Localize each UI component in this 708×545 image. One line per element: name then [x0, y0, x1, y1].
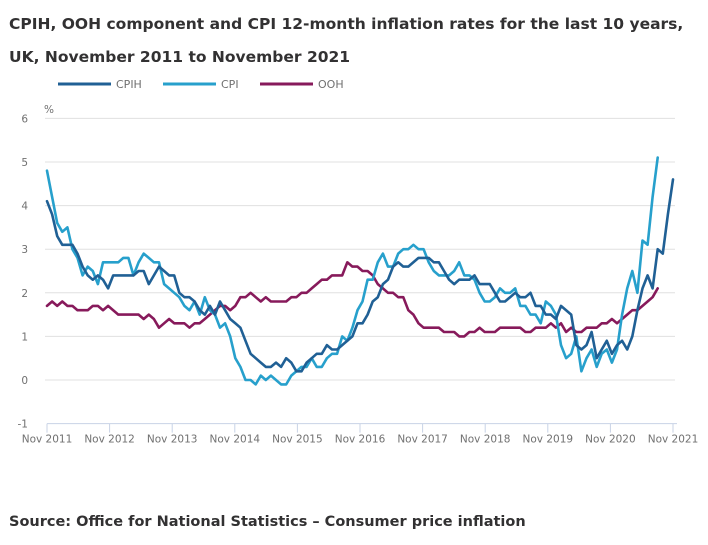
series-line-ooh[interactable] [45, 260, 660, 338]
legend-label: CPI [221, 78, 239, 91]
x-tick-label: Nov 2018 [460, 434, 511, 446]
y-axis-ticks: -1 0 1 2 3 4 5 6 [18, 113, 29, 430]
legend-item-cpih[interactable]: CPIH [58, 78, 142, 91]
legend-item-ooh[interactable]: OOH [260, 78, 344, 91]
x-tick-label: Nov 2013 [147, 434, 198, 446]
x-tick-label: Nov 2015 [272, 434, 323, 446]
x-axis: Nov 2011 Nov 2012 Nov 2013 Nov 2014 Nov 2015… [22, 423, 699, 446]
x-tick-label: Nov 2020 [585, 434, 636, 446]
y-axis-unit-label: % [44, 104, 54, 116]
y-tick-label: 6 [21, 113, 28, 125]
gridlines [45, 117, 675, 381]
x-tick-label: Nov 2019 [523, 434, 574, 446]
series-line-cpih[interactable] [45, 178, 675, 373]
x-tick-label: Nov 2021 [648, 434, 699, 446]
y-tick-label: 3 [21, 244, 28, 256]
series-lines [45, 156, 675, 386]
legend-label: OOH [318, 78, 344, 91]
y-tick-label: 4 [21, 201, 28, 213]
x-tick-label: Nov 2012 [84, 434, 135, 446]
y-tick-label: 1 [21, 331, 28, 343]
y-tick-label: 5 [21, 157, 28, 169]
legend: CPIH CPI OOH [58, 78, 344, 91]
y-tick-label: 2 [21, 288, 28, 300]
x-tick-label: Nov 2014 [210, 434, 261, 446]
chart-title: CPIH, OOH component and CPI 12-month inf… [9, 15, 684, 66]
y-tick-label: 0 [21, 375, 28, 387]
legend-item-cpi[interactable]: CPI [163, 78, 239, 91]
x-tick-label: Nov 2016 [335, 434, 386, 446]
x-tick-label: Nov 2011 [22, 434, 73, 446]
y-tick-label: -1 [18, 419, 28, 431]
series-line-cpi[interactable] [45, 156, 660, 386]
x-tick-label: Nov 2017 [397, 434, 448, 446]
legend-label: CPIH [116, 78, 142, 91]
source-note: Source: Office for National Statistics –… [9, 514, 526, 530]
